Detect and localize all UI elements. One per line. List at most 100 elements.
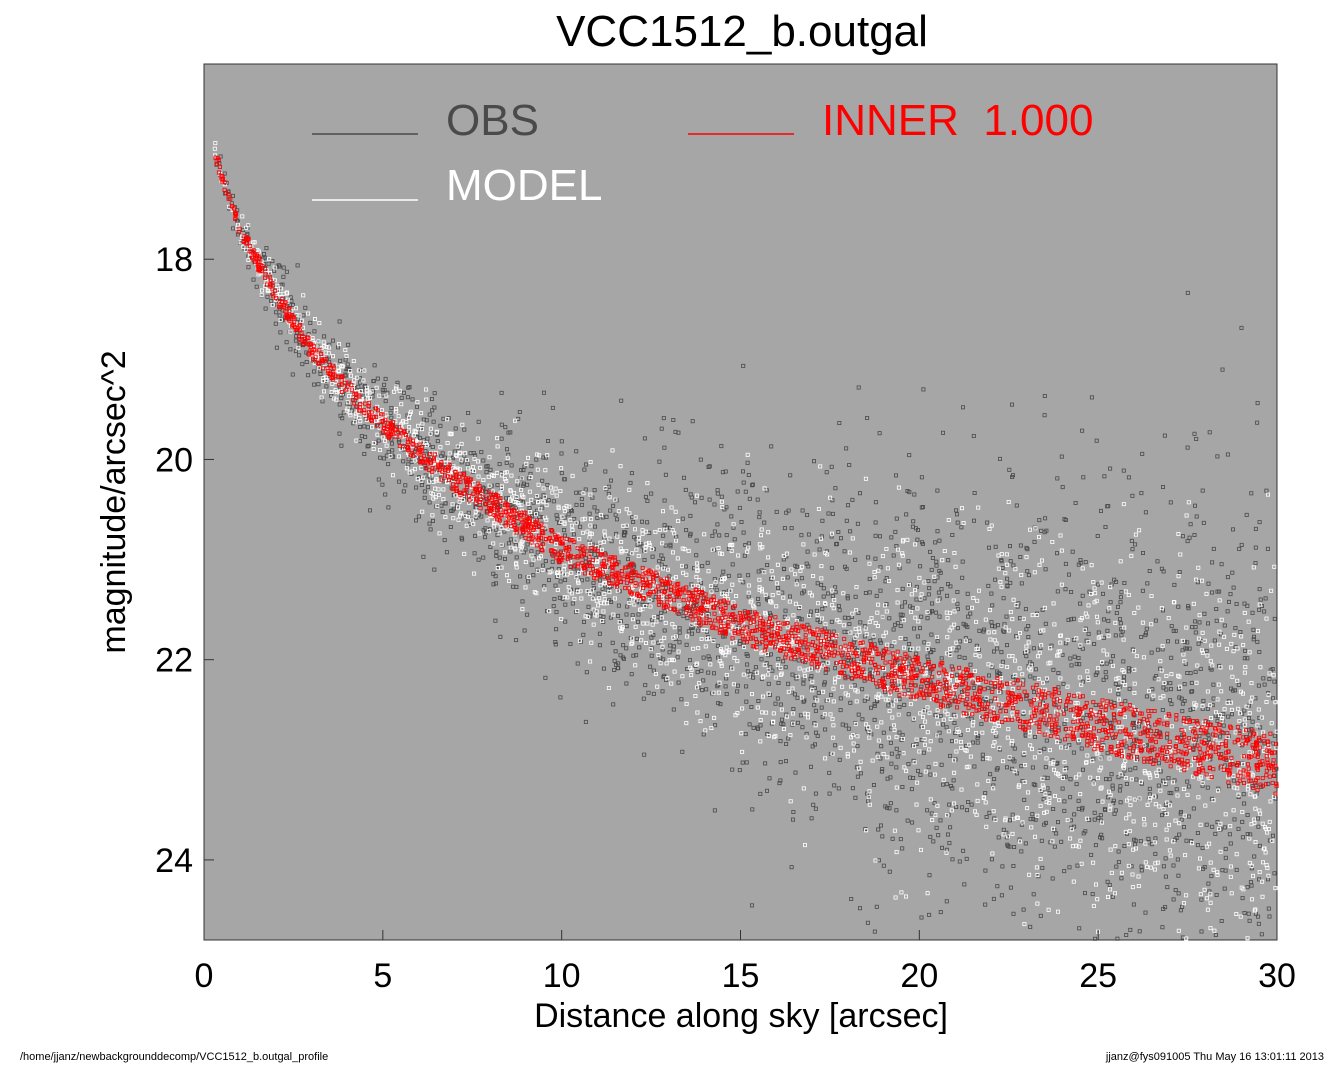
model-point [1272, 564, 1277, 569]
obs-point [945, 593, 950, 598]
obs-point [322, 334, 327, 339]
model-point [1200, 630, 1205, 635]
obs-point [1234, 867, 1239, 872]
model-point [519, 548, 524, 553]
obs-point [545, 482, 550, 487]
model-point [1233, 730, 1238, 735]
obs-point [1239, 542, 1244, 547]
obs-point [662, 498, 667, 503]
obs-point [1074, 782, 1079, 787]
model-point [1037, 750, 1042, 755]
model-point [1148, 795, 1153, 800]
model-point [986, 662, 991, 667]
model-point [1051, 601, 1056, 606]
obs-point [1019, 581, 1024, 586]
model-point [498, 491, 503, 496]
model-point [1019, 573, 1024, 578]
obs-point [440, 509, 445, 514]
obs-point [1215, 718, 1220, 723]
obs-point [580, 502, 585, 507]
model-point [711, 638, 716, 643]
obs-point [1122, 674, 1127, 679]
obs-point [1133, 766, 1138, 771]
obs-point [755, 725, 760, 730]
obs-point [1222, 623, 1227, 628]
obs-point [987, 545, 992, 550]
obs-point [531, 500, 536, 505]
model-point [991, 809, 996, 814]
obs-point [601, 666, 606, 671]
model-point [751, 603, 756, 608]
obs-point [1103, 670, 1108, 675]
model-point [1215, 872, 1220, 877]
model-point [544, 503, 549, 508]
model-point [1127, 829, 1132, 834]
obs-point [1213, 933, 1218, 938]
obs-point [1025, 569, 1030, 574]
obs-point [274, 345, 279, 350]
obs-point [380, 482, 385, 487]
model-point [968, 754, 973, 759]
obs-point [1092, 642, 1097, 647]
obs-point [1076, 798, 1081, 803]
inner-point [1209, 753, 1214, 758]
model-point [1242, 610, 1247, 615]
model-point [1160, 644, 1165, 649]
obs-point [712, 529, 717, 534]
model-point [988, 637, 993, 642]
obs-point [401, 390, 406, 395]
obs-point [1263, 596, 1268, 601]
obs-point [1102, 807, 1107, 812]
obs-point [685, 616, 690, 621]
obs-point [980, 757, 985, 762]
model-point [894, 698, 899, 703]
model-point [675, 556, 680, 561]
obs-point [930, 601, 935, 606]
model-point [377, 425, 382, 430]
model-point [1036, 677, 1041, 682]
obs-point [1166, 639, 1171, 644]
obs-point [874, 593, 879, 598]
model-point [1176, 765, 1181, 770]
model-point [1094, 882, 1099, 887]
model-point [1241, 643, 1246, 648]
obs-point [780, 717, 785, 722]
model-point [515, 479, 520, 484]
model-point [1180, 638, 1185, 643]
obs-point [1236, 682, 1241, 687]
obs-point [491, 582, 496, 587]
obs-point [426, 485, 431, 490]
obs-point [995, 884, 1000, 889]
obs-point [545, 609, 550, 614]
model-point [568, 518, 573, 523]
model-point [991, 743, 996, 748]
obs-point [1043, 567, 1048, 572]
obs-point [675, 655, 680, 660]
obs-point [1119, 633, 1124, 638]
obs-point [1104, 675, 1109, 680]
model-point [641, 621, 646, 626]
obs-point [1187, 814, 1192, 819]
obs-point [912, 626, 917, 631]
model-point [406, 429, 411, 434]
model-point [746, 674, 751, 679]
model-point [507, 498, 512, 503]
obs-point [413, 518, 418, 523]
model-point [971, 596, 976, 601]
obs-point [931, 648, 936, 653]
model-point [904, 894, 909, 899]
model-point [684, 721, 689, 726]
obs-point [1055, 589, 1060, 594]
obs-point [552, 597, 557, 602]
obs-point [575, 661, 580, 666]
model-point [1224, 646, 1229, 651]
model-point [1062, 768, 1067, 773]
model-point [653, 672, 658, 677]
obs-point [1014, 771, 1019, 776]
model-point [759, 533, 764, 538]
obs-point [1140, 588, 1145, 593]
obs-point [1093, 672, 1098, 677]
model-point [1234, 912, 1239, 917]
model-point [759, 527, 764, 532]
obs-point [1076, 656, 1081, 661]
